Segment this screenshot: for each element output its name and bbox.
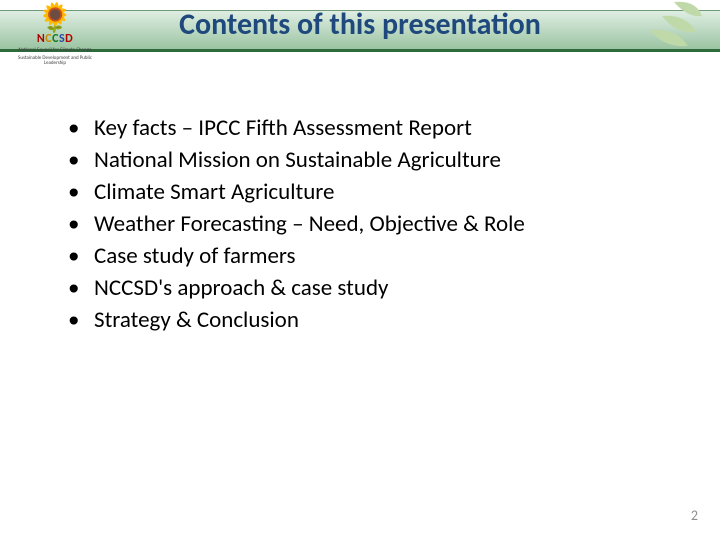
bullet-text: Case study of farmers — [94, 242, 296, 270]
presentation-slide: 🌻 NCCSD National Council for Climate Cha… — [0, 0, 720, 540]
list-item: Weather Forecasting – Need, Objective & … — [68, 210, 680, 238]
list-item: Climate Smart Agriculture — [68, 178, 680, 206]
slide-title: Contents of this presentation — [0, 6, 720, 43]
list-item: Strategy & Conclusion — [68, 306, 680, 334]
title-text: Contents of this presentation — [179, 6, 541, 43]
list-item: Case study of farmers — [68, 242, 680, 270]
bullet-text: Weather Forecasting – Need, Objective & … — [94, 210, 525, 238]
sunflower-icon: 🌻 — [38, 4, 73, 32]
bullet-text: Strategy & Conclusion — [94, 306, 299, 334]
list-item: Key facts – IPCC Fifth Assessment Report — [68, 114, 680, 142]
bullet-text: NCCSD's approach & case study — [94, 274, 388, 302]
logo-text: NCCSD — [37, 32, 73, 46]
bullet-text: Key facts – IPCC Fifth Assessment Report — [94, 114, 472, 142]
list-item: National Mission on Sustainable Agricult… — [68, 146, 680, 174]
org-logo: 🌻 NCCSD National Council for Climate Cha… — [10, 4, 100, 74]
logo-tagline-1: National Council for Climate Change — [19, 48, 92, 54]
page-number: 2 — [691, 507, 698, 524]
leaf-icon — [636, 0, 706, 55]
bullet-list: Key facts – IPCC Fifth Assessment Report… — [68, 114, 680, 338]
bullet-text: National Mission on Sustainable Agricult… — [94, 146, 501, 174]
bullet-text: Climate Smart Agriculture — [94, 178, 334, 206]
list-item: NCCSD's approach & case study — [68, 274, 680, 302]
logo-tagline-2: Sustainable Development and Public Leade… — [10, 56, 100, 67]
